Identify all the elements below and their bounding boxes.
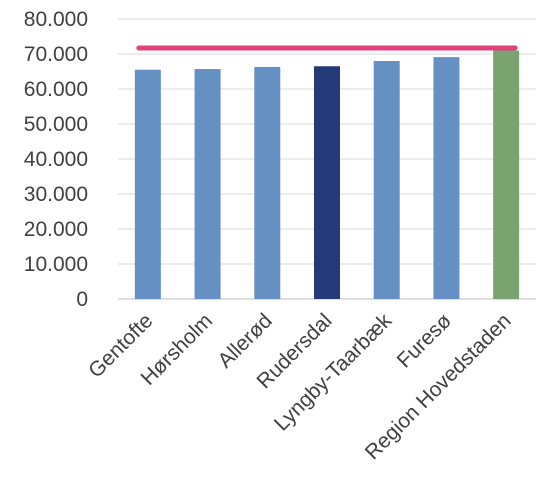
y-tick-label: 30.000 xyxy=(24,183,88,206)
y-tick-label: 20.000 xyxy=(24,218,88,241)
y-tick-label: 0 xyxy=(76,288,88,311)
bar-allerød xyxy=(254,66,281,299)
y-tick-label: 70.000 xyxy=(24,43,88,66)
y-tick-label: 10.000 xyxy=(24,253,88,276)
y-axis-ticks: 0 10.000 20.000 30.000 40.000 50.000 60.000 70.… xyxy=(24,8,88,311)
bar-gentofte xyxy=(134,69,161,299)
bar-lyngby-taarbæk xyxy=(373,61,400,299)
bar-region-hovedstaden xyxy=(493,50,520,299)
bar-rudersdal xyxy=(314,66,340,299)
x-axis-categories: GentofteHørsholmAllerødRudersdalLyngby-T… xyxy=(84,309,516,464)
y-tick-label: 80.000 xyxy=(24,8,88,31)
y-tick-label: 60.000 xyxy=(24,78,88,101)
bar-furesø xyxy=(433,57,460,300)
bars xyxy=(134,50,520,300)
y-tick-label: 40.000 xyxy=(24,148,88,171)
bar-hørsholm xyxy=(194,69,221,299)
y-tick-label: 50.000 xyxy=(24,113,88,136)
